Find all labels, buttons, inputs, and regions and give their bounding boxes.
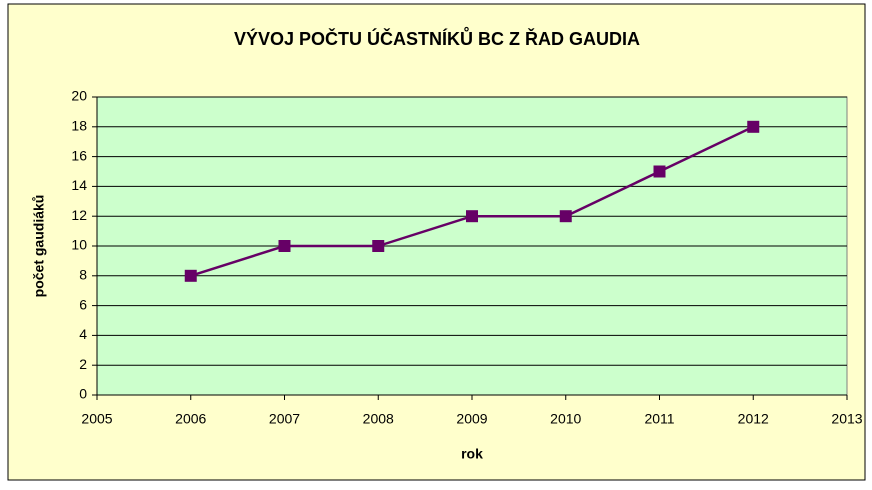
marker [278, 240, 291, 252]
x-tick-label: 2008 [363, 411, 394, 427]
y-tick-label: 18 [71, 118, 87, 134]
y-tick-label: 10 [71, 237, 87, 253]
marker [559, 210, 572, 223]
y-tick-label: 14 [71, 177, 87, 193]
y-tick-label: 16 [71, 147, 87, 163]
marker [747, 120, 760, 133]
y-tick-label: 0 [79, 386, 87, 402]
marker [372, 240, 385, 252]
x-tick-label: 2009 [456, 411, 487, 427]
marker [184, 269, 197, 282]
y-tick-label: 20 [71, 88, 87, 104]
y-tick-label: 6 [79, 296, 87, 312]
x-tick-label: 2011 [644, 411, 674, 427]
x-axis-label: rok [461, 446, 483, 462]
y-tick-label: 8 [79, 267, 87, 283]
y-tick-label: 12 [71, 207, 87, 223]
chart-title: VÝVOJ POČTU ÚČASTNÍKŮ BC Z ŘAD GAUDIA [234, 27, 640, 49]
x-tick-label: 2012 [738, 411, 769, 427]
x-tick-label: 2010 [550, 411, 581, 427]
x-tick-label: 2013 [831, 411, 862, 427]
y-axis-label: počet gaudiáků [31, 195, 47, 298]
x-tick-label: 2006 [175, 411, 206, 427]
x-tick-label: 2007 [269, 411, 300, 427]
y-tick-label: 4 [79, 326, 87, 342]
marker [466, 210, 478, 223]
y-tick-label: 2 [79, 356, 87, 372]
marker [653, 165, 666, 178]
x-tick-label: 2005 [81, 411, 112, 427]
